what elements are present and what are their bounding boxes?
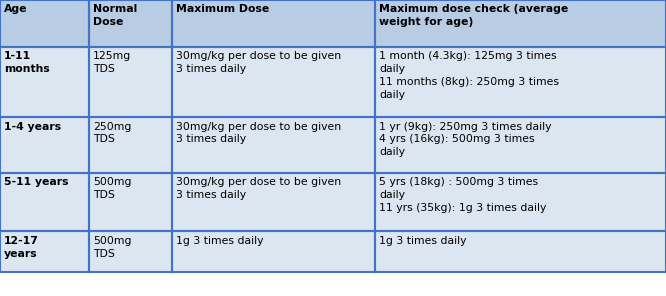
- Bar: [172, 117, 375, 173]
- Text: 250mg
TDS: 250mg TDS: [93, 122, 132, 144]
- Text: 30mg/kg per dose to be given
3 times daily: 30mg/kg per dose to be given 3 times dai…: [176, 122, 341, 144]
- Text: 500mg
TDS: 500mg TDS: [93, 177, 132, 200]
- Bar: [0, 47, 89, 117]
- Text: 1-4 years: 1-4 years: [4, 122, 61, 132]
- Text: Age: Age: [4, 4, 27, 15]
- Bar: [375, 173, 666, 231]
- Text: 500mg
TDS: 500mg TDS: [93, 236, 132, 259]
- Text: 12-17
years: 12-17 years: [4, 236, 39, 259]
- Text: Maximum Dose: Maximum Dose: [176, 4, 269, 15]
- Text: 1 month (4.3kg): 125mg 3 times
daily
11 months (8kg): 250mg 3 times
daily: 1 month (4.3kg): 125mg 3 times daily 11 …: [379, 51, 559, 100]
- Text: 1 yr (9kg): 250mg 3 times daily
4 yrs (16kg): 500mg 3 times
daily: 1 yr (9kg): 250mg 3 times daily 4 yrs (1…: [379, 122, 551, 157]
- Bar: [375, 231, 666, 272]
- Text: Normal
Dose: Normal Dose: [93, 4, 137, 27]
- Bar: [0, 173, 89, 231]
- Bar: [0, 117, 89, 173]
- Bar: [89, 117, 172, 173]
- Text: 30mg/kg per dose to be given
3 times daily: 30mg/kg per dose to be given 3 times dai…: [176, 51, 341, 74]
- Text: 5 yrs (18kg) : 500mg 3 times
daily
11 yrs (35kg): 1g 3 times daily: 5 yrs (18kg) : 500mg 3 times daily 11 yr…: [379, 177, 546, 213]
- Bar: [375, 47, 666, 117]
- Bar: [172, 231, 375, 272]
- Bar: [89, 173, 172, 231]
- Bar: [172, 0, 375, 47]
- Text: Maximum dose check (average
weight for age): Maximum dose check (average weight for a…: [379, 4, 568, 27]
- Bar: [172, 47, 375, 117]
- Bar: [0, 231, 89, 272]
- Bar: [375, 0, 666, 47]
- Bar: [375, 117, 666, 173]
- Text: 125mg
TDS: 125mg TDS: [93, 51, 131, 74]
- Text: 5-11 years: 5-11 years: [4, 177, 69, 187]
- Bar: [89, 231, 172, 272]
- Bar: [172, 173, 375, 231]
- Text: 1g 3 times daily: 1g 3 times daily: [379, 236, 466, 246]
- Bar: [89, 47, 172, 117]
- Text: 1g 3 times daily: 1g 3 times daily: [176, 236, 263, 246]
- Text: 1-11
months: 1-11 months: [4, 51, 50, 74]
- Bar: [0, 0, 89, 47]
- Bar: [89, 0, 172, 47]
- Text: 30mg/kg per dose to be given
3 times daily: 30mg/kg per dose to be given 3 times dai…: [176, 177, 341, 200]
